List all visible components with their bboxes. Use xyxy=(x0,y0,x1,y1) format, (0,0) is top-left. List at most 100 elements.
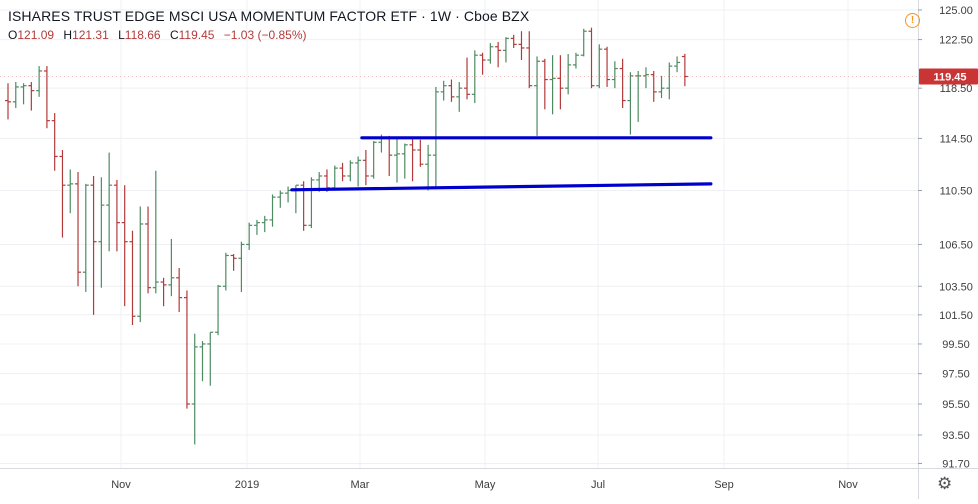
ohlc-bar xyxy=(355,156,362,187)
ohlc-bar xyxy=(642,67,649,89)
high-value: H121.31 xyxy=(63,28,109,42)
y-tick-label: 97.50 xyxy=(942,369,970,381)
ohlc-bar xyxy=(106,152,113,252)
ohlc-bar xyxy=(90,175,97,315)
chart-legend: ISHARES TRUST EDGE MSCI USA MOMENTUM FAC… xyxy=(8,8,529,42)
ohlc-bar xyxy=(534,56,541,136)
ohlc-bar xyxy=(59,149,66,238)
ohlc-bar xyxy=(471,50,478,104)
ohlc-bar xyxy=(674,56,681,73)
ohlc-bar xyxy=(658,75,665,99)
ohlc-series xyxy=(5,27,688,445)
ohlc-bar xyxy=(207,331,214,386)
ohlc-bar xyxy=(557,55,564,110)
ohlc-bar xyxy=(401,143,408,179)
ohlc-bar xyxy=(199,341,206,382)
ohlc-bar xyxy=(152,170,159,294)
y-tick-label: 93.50 xyxy=(942,430,970,442)
ohlc-bar xyxy=(20,83,27,105)
y-tick-label: 110.50 xyxy=(940,185,973,197)
ohlc-bar xyxy=(160,277,167,307)
symbol-title: ISHARES TRUST EDGE MSCI USA MOMENTUM FAC… xyxy=(8,8,530,24)
ohlc-bar xyxy=(588,27,595,89)
ohlc-bar xyxy=(518,31,525,61)
change-value: −1.03 (−0.85%) xyxy=(223,28,307,42)
info-icon[interactable]: ! xyxy=(905,13,920,28)
ohlc-bar xyxy=(246,222,253,250)
last-price-badge xyxy=(919,68,978,85)
ohlc-bar xyxy=(394,137,400,183)
y-tick-label: 114.50 xyxy=(940,133,973,145)
x-tick-label: Nov xyxy=(111,479,131,491)
ohlc-bar xyxy=(121,185,128,307)
ohlc-bar xyxy=(464,57,471,100)
ohlc-readout: O121.09 H121.31 L118.66 C119.45 −1.03 (−… xyxy=(8,28,529,42)
ohlc-bar xyxy=(580,28,587,57)
y-tick-label: 122.50 xyxy=(939,35,973,47)
ohlc-bar xyxy=(417,139,424,167)
x-tick-label: 2019 xyxy=(235,479,259,491)
y-tick-label: 106.50 xyxy=(939,239,973,251)
ohlc-bar xyxy=(277,190,284,208)
ohlc-bar xyxy=(308,177,315,229)
open-value: O121.09 xyxy=(8,28,55,42)
ohlc-bar xyxy=(261,215,268,233)
ohlc-bar xyxy=(215,284,222,336)
trend-line xyxy=(290,182,713,192)
y-tick-label: 95.50 xyxy=(942,399,970,411)
ohlc-bar xyxy=(666,62,673,100)
ohlc-bar xyxy=(183,290,190,409)
y-tick-label: 118.50 xyxy=(940,83,973,95)
ohlc-bar xyxy=(510,34,517,48)
ohlc-bar xyxy=(5,83,11,120)
ohlc-bar xyxy=(238,241,245,292)
ohlc-bar xyxy=(681,53,688,87)
ohlc-bar xyxy=(98,177,105,288)
ohlc-bar xyxy=(448,79,455,102)
ohlc-bar xyxy=(269,194,276,227)
ohlc-bar xyxy=(635,70,642,122)
ohlc-bar xyxy=(409,138,416,182)
ohlc-bar xyxy=(82,183,89,292)
ohlc-bar xyxy=(572,52,579,69)
ohlc-bar xyxy=(565,53,572,95)
ohlc-bar xyxy=(28,82,35,111)
gear-icon[interactable]: ⚙ xyxy=(937,474,953,493)
ohlc-bar xyxy=(253,219,260,235)
ohlc-bar xyxy=(479,52,486,75)
y-tick-label: 103.50 xyxy=(939,281,973,293)
ohlc-bar xyxy=(502,37,509,63)
ohlc-bar xyxy=(230,254,237,271)
ohlc-bar xyxy=(619,58,626,109)
ohlc-bar xyxy=(67,169,74,214)
ohlc-bar xyxy=(611,61,618,89)
x-tick-label: Jul xyxy=(591,479,605,491)
ohlc-bar xyxy=(370,140,377,179)
last-price-label: 119.45 xyxy=(933,71,966,83)
ohlc-bar xyxy=(495,41,502,68)
ohlc-bar xyxy=(456,82,463,112)
y-tick-label: 99.50 xyxy=(942,339,970,351)
ohlc-bar xyxy=(362,149,369,186)
ohlc-bar xyxy=(541,58,548,110)
ohlc-bar xyxy=(43,66,50,129)
ohlc-bar xyxy=(650,70,657,102)
y-tick-label: 125.00 xyxy=(939,5,973,17)
ohlc-bar xyxy=(347,160,354,182)
close-value: C119.45 xyxy=(169,28,215,42)
ohlc-bar xyxy=(36,66,43,97)
ohlc-bar xyxy=(425,144,432,191)
x-tick-label: May xyxy=(475,479,496,491)
ohlc-bar xyxy=(168,238,175,297)
ohlc-bar xyxy=(129,230,136,325)
ohlc-bar xyxy=(191,333,198,445)
ohlc-bar xyxy=(627,72,634,135)
ohlc-bar xyxy=(51,113,58,171)
ohlc-bar xyxy=(145,206,152,294)
ohlc-bar xyxy=(487,43,494,64)
ohlc-bar xyxy=(75,172,82,287)
y-tick-label: 91.70 xyxy=(942,458,970,470)
